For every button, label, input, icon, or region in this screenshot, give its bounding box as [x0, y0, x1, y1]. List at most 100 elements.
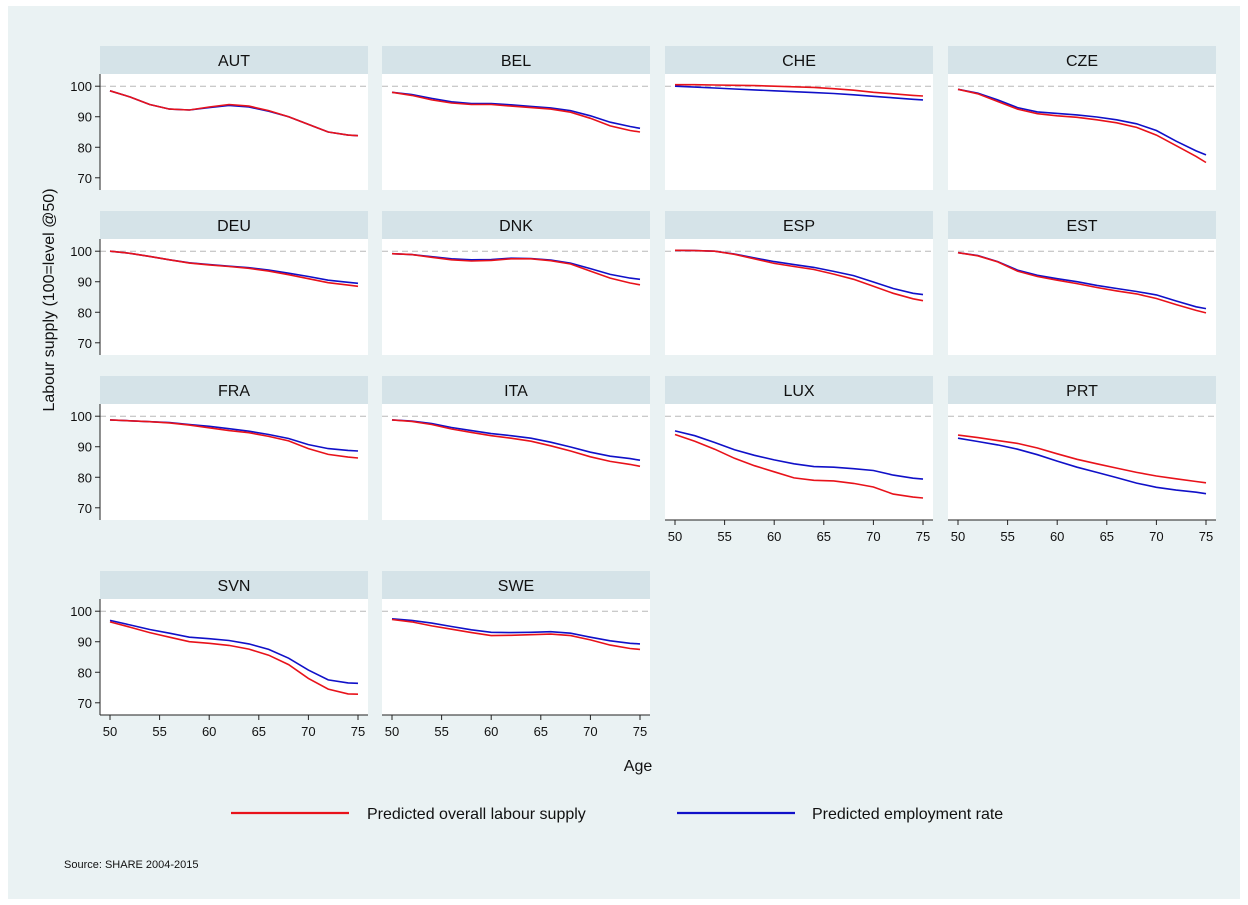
- y-tick-label-90: 90: [78, 110, 92, 125]
- series-employment-lux: [674, 430, 924, 480]
- x-tick-label-75: 75: [351, 724, 365, 739]
- panel-title: LUX: [783, 383, 814, 400]
- y-tick-label-80: 80: [78, 665, 92, 680]
- plot-area: [382, 599, 650, 715]
- panel-strip: [100, 376, 368, 404]
- panel-che: CHE: [665, 46, 933, 190]
- legend-label-employment: Predicted employment rate: [812, 806, 1003, 823]
- y-tick-label-100: 100: [70, 604, 92, 619]
- panel-strip: [948, 211, 1216, 239]
- series-employment-prt: [957, 437, 1207, 495]
- panel-title: CHE: [782, 53, 816, 70]
- legend-label-supply: Predicted overall labour supply: [367, 806, 586, 823]
- panel-title: ESP: [783, 218, 815, 235]
- series-supply-esp: [674, 249, 924, 302]
- plot-area: [665, 404, 933, 520]
- x-tick-label-55: 55: [152, 724, 166, 739]
- x-tick-label-65: 65: [534, 724, 548, 739]
- panel-strip: [948, 376, 1216, 404]
- plot-area: [948, 404, 1216, 520]
- series-supply-prt: [957, 434, 1207, 484]
- x-tick-label-50: 50: [951, 529, 965, 544]
- x-tick-label-50: 50: [668, 529, 682, 544]
- panel-strip: [382, 46, 650, 74]
- x-tick-label-70: 70: [1149, 529, 1163, 544]
- x-tick-label-60: 60: [767, 529, 781, 544]
- y-tick-label-100: 100: [70, 244, 92, 259]
- x-tick-label-75: 75: [1199, 529, 1213, 544]
- plot-area: [948, 74, 1216, 190]
- panel-esp: ESP: [665, 211, 933, 355]
- panel-title: EST: [1066, 218, 1097, 235]
- panel-strip: [100, 211, 368, 239]
- y-tick-label-80: 80: [78, 470, 92, 485]
- x-tick-label-75: 75: [633, 724, 647, 739]
- panel-lux: LUX 50 55 60 65 70 75: [665, 376, 933, 544]
- series-supply-cze: [957, 88, 1207, 164]
- x-tick-label-60: 60: [1050, 529, 1064, 544]
- panel-title: BEL: [501, 53, 531, 70]
- y-axis-label: Labour supply (100=level @50): [41, 188, 58, 411]
- series-supply-aut: [109, 90, 359, 137]
- panel-bel: BEL: [382, 46, 650, 190]
- series-supply-che: [675, 83, 924, 97]
- panel-title: SVN: [218, 578, 251, 595]
- series-supply-deu: [109, 250, 359, 288]
- x-tick-label-60: 60: [202, 724, 216, 739]
- x-tick-label-70: 70: [866, 529, 880, 544]
- panel-title: DEU: [217, 218, 251, 235]
- x-tick-label-50: 50: [385, 724, 399, 739]
- panel-grid: AUT 70 80 90 100 BEL CHE CZE DEU 70 80 90 100 DNK ESP E…: [70, 46, 1216, 739]
- series-supply-fra: [109, 419, 359, 459]
- panel-prt: PRT 50 55 60 65 70 75: [948, 376, 1216, 544]
- plot-area: [665, 239, 933, 355]
- y-tick-label-90: 90: [78, 440, 92, 455]
- source-note: Source: SHARE 2004-2015: [64, 859, 199, 871]
- panel-strip: [665, 46, 933, 74]
- series-employment-che: [674, 85, 924, 101]
- x-axis-label: Age: [624, 758, 653, 775]
- panel-strip: [382, 376, 650, 404]
- panel-title: DNK: [499, 218, 533, 235]
- x-tick-label-50: 50: [103, 724, 117, 739]
- series-supply-svn: [109, 621, 359, 695]
- y-tick-label-90: 90: [78, 635, 92, 650]
- series-supply-dnk: [391, 252, 641, 286]
- panel-strip: [382, 211, 650, 239]
- panel-strip: [665, 376, 933, 404]
- panel-ita: ITA: [382, 376, 650, 520]
- y-tick-label-70: 70: [78, 696, 92, 711]
- plot-area: [382, 74, 650, 190]
- series-supply-swe: [391, 618, 641, 651]
- plot-area: [100, 239, 368, 355]
- plot-area: [100, 74, 368, 190]
- y-tick-label-90: 90: [78, 275, 92, 290]
- plot-area: [948, 239, 1216, 355]
- plot-area: [100, 404, 368, 520]
- series-employment-bel: [391, 91, 641, 130]
- y-tick-label-70: 70: [78, 336, 92, 351]
- plot-area: [100, 599, 368, 715]
- panel-strip: [948, 46, 1216, 74]
- y-tick-label-80: 80: [78, 140, 92, 155]
- y-tick-label-100: 100: [70, 409, 92, 424]
- series-supply-lux: [674, 433, 924, 499]
- x-tick-label-55: 55: [717, 529, 731, 544]
- panel-est: EST: [948, 211, 1216, 355]
- panel-swe: SWE 50 55 60 65 70 75: [382, 571, 650, 739]
- x-tick-label-70: 70: [583, 724, 597, 739]
- x-tick-label-65: 65: [817, 529, 831, 544]
- panel-strip: [382, 571, 650, 599]
- panel-aut: AUT 70 80 90 100: [70, 46, 368, 190]
- series-supply-ita: [391, 419, 641, 468]
- panel-fra: FRA 70 80 90 100: [70, 376, 368, 520]
- panel-title: PRT: [1066, 383, 1098, 400]
- panel-strip: [100, 46, 368, 74]
- series-employment-svn: [109, 619, 359, 685]
- x-tick-label-70: 70: [301, 724, 315, 739]
- x-tick-label-75: 75: [916, 529, 930, 544]
- panel-title: CZE: [1066, 53, 1098, 70]
- panel-svn: SVN 70 80 90 100 50 55 60 65 70 75: [70, 571, 368, 739]
